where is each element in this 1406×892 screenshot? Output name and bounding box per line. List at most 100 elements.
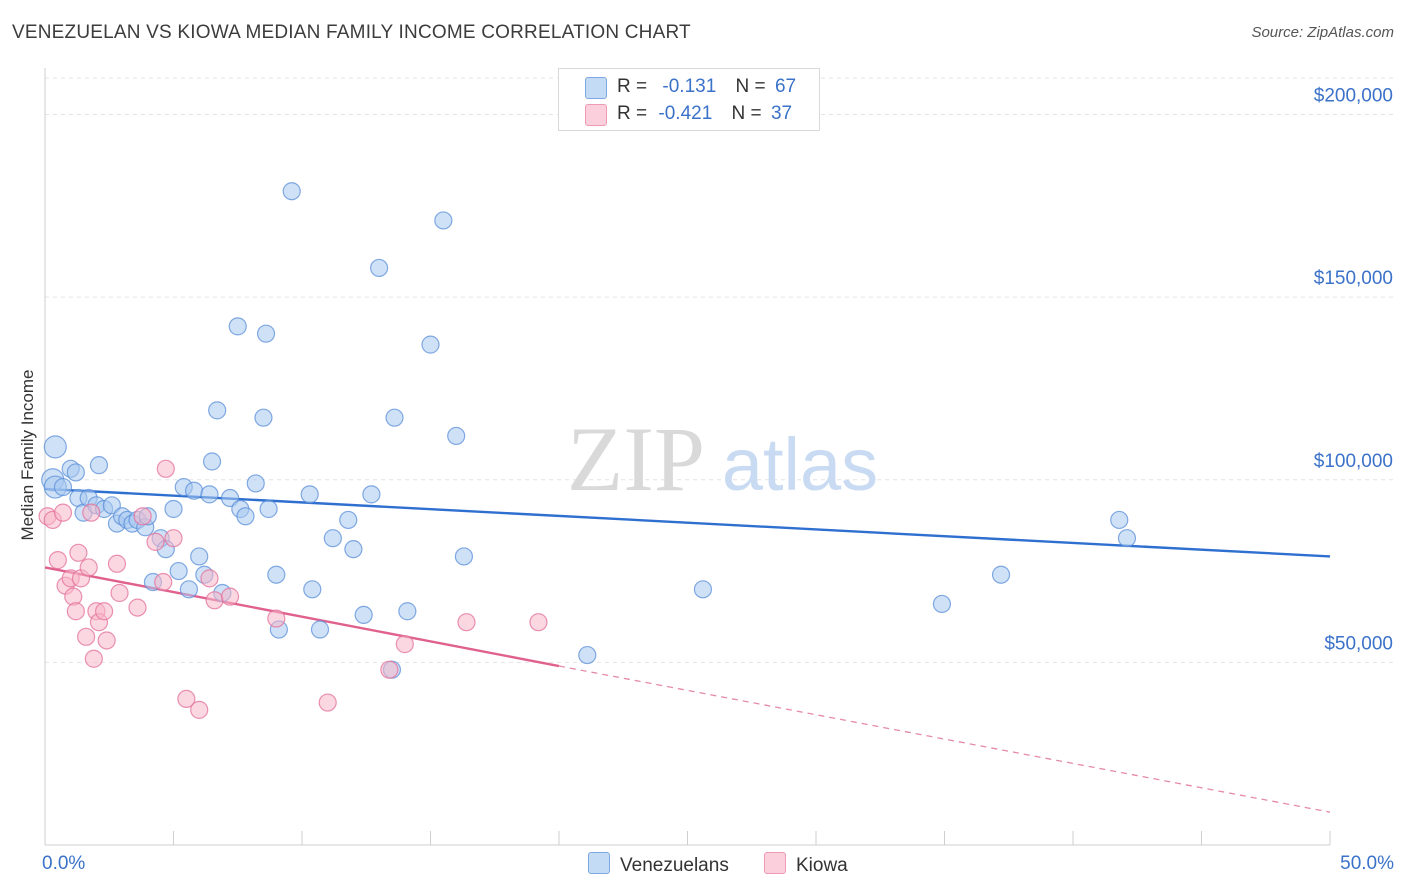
kiowa-point: [82, 503, 101, 522]
legend-swatch-venezuelans: [585, 77, 607, 99]
legend-n-label: N =: [735, 76, 766, 97]
kiowa-point: [77, 627, 96, 646]
venezuelan-point: [236, 507, 255, 526]
kiowa-point: [128, 598, 147, 617]
watermark-atlas: atlas: [722, 423, 878, 506]
kiowa-trend-extension: [558, 665, 1331, 813]
kiowa-point: [66, 602, 85, 621]
kiowa-point: [69, 543, 88, 562]
venezuelan-point: [246, 474, 265, 493]
trend-lines: [44, 487, 1331, 813]
kiowa-point: [267, 609, 286, 628]
kiowa-point: [457, 613, 476, 632]
kiowa-point: [156, 459, 175, 478]
venezuelan-point: [578, 645, 597, 665]
venezuelan-point: [362, 485, 381, 504]
data-points: [38, 182, 1137, 719]
venezuelan-point: [228, 317, 247, 336]
venezuelan-point: [339, 510, 358, 530]
kiowa-point: [318, 693, 337, 712]
venezuelan-point: [300, 485, 319, 504]
venezuelan-point: [303, 580, 322, 599]
legend-r-label: R =: [617, 76, 648, 97]
venezuelan-point: [43, 435, 67, 459]
venezuelan-point: [66, 463, 85, 482]
venezuelan-point: [693, 580, 713, 599]
venezuelan-point: [208, 401, 227, 420]
bottom-legend-kiowa: Kiowa: [764, 852, 848, 878]
venezuelan-point: [200, 485, 219, 504]
venezuelan-point: [53, 477, 73, 497]
legend-r-value: -0.421: [658, 103, 713, 124]
kiowa-point: [110, 583, 129, 603]
venezuelan-point: [179, 580, 199, 599]
bottom-legend-swatch-venezuelans: [588, 852, 610, 874]
venezuelan-point: [89, 456, 109, 475]
venezuelan-point: [310, 620, 330, 639]
legend-n-label: N =: [731, 103, 762, 124]
venezuelan-point: [164, 499, 183, 519]
kiowa-point: [53, 503, 73, 522]
x-tick-label: 50.0%: [1340, 853, 1394, 874]
venezuelan-point: [454, 547, 474, 566]
legend-swatch-kiowa: [585, 104, 607, 126]
y-axis-label: Median Family Income: [18, 369, 37, 541]
legend-n-value: 67: [774, 76, 797, 97]
source-label: Source: ZipAtlas.com: [1251, 24, 1394, 41]
kiowa-point: [133, 507, 152, 526]
kiowa-trend-line: [44, 566, 560, 668]
chart-title: VENEZUELAN VS KIOWA MEDIAN FAMILY INCOME…: [12, 22, 691, 43]
venezuelan-point: [370, 258, 389, 278]
watermark: ZIP atlas: [567, 408, 878, 510]
axes: [44, 68, 1331, 846]
y-tick-label: $50,000: [1324, 633, 1393, 654]
legend-n-value: 37: [770, 103, 793, 124]
kiowa-point: [164, 529, 183, 548]
venezuelan-point: [932, 594, 952, 614]
correlation-legend: R = -0.131 N = 67 R = -0.421 N = 37: [558, 68, 820, 131]
bottom-legend-venezuelans: Venezuelans: [588, 852, 729, 878]
venezuelan-point: [1117, 529, 1137, 548]
x-tick-label: 0.0%: [42, 853, 85, 874]
kiowa-point: [395, 635, 414, 654]
kiowa-point: [380, 660, 399, 679]
venezuelan-point: [1110, 510, 1129, 530]
watermark-zip: ZIP: [567, 408, 705, 510]
venezuelan-point: [259, 499, 278, 519]
venezuelan-point: [202, 452, 222, 471]
venezuelan-point: [190, 547, 209, 566]
legend-r-label: R =: [617, 103, 648, 124]
kiowa-point: [79, 558, 98, 577]
grid-lines: [45, 77, 1395, 663]
kiowa-point: [190, 700, 209, 719]
venezuelan-trend-line: [44, 487, 1331, 558]
kiowa-point: [200, 569, 219, 588]
kiowa-point: [154, 572, 173, 592]
venezuelan-point: [267, 565, 286, 584]
y-tick-label: $150,000: [1314, 268, 1393, 289]
bottom-legend-swatch-kiowa: [764, 852, 786, 874]
venezuelan-point: [184, 481, 204, 500]
venezuelan-point: [385, 408, 404, 427]
kiowa-point: [84, 649, 103, 668]
venezuelan-point: [323, 529, 342, 548]
venezuelan-point: [421, 335, 440, 354]
bottom-legend-label-kiowa: Kiowa: [796, 855, 848, 876]
venezuelan-point: [991, 565, 1011, 584]
legend-r-value: -0.131: [662, 76, 717, 97]
y-tick-label: $200,000: [1314, 86, 1393, 107]
x-tick-labels: 0.0% 50.0%: [42, 853, 1394, 874]
venezuelan-point: [434, 211, 453, 230]
kiowa-point: [95, 602, 114, 621]
kiowa-point: [97, 631, 116, 650]
venezuelan-point: [398, 602, 417, 621]
venezuelan-point: [169, 561, 188, 581]
kiowa-point: [146, 532, 165, 551]
venezuelan-point: [282, 182, 301, 201]
kiowa-point: [529, 613, 548, 632]
kiowa-point: [177, 689, 196, 709]
kiowa-point: [205, 591, 224, 610]
venezuelan-point: [256, 324, 276, 343]
kiowa-point: [107, 554, 127, 573]
